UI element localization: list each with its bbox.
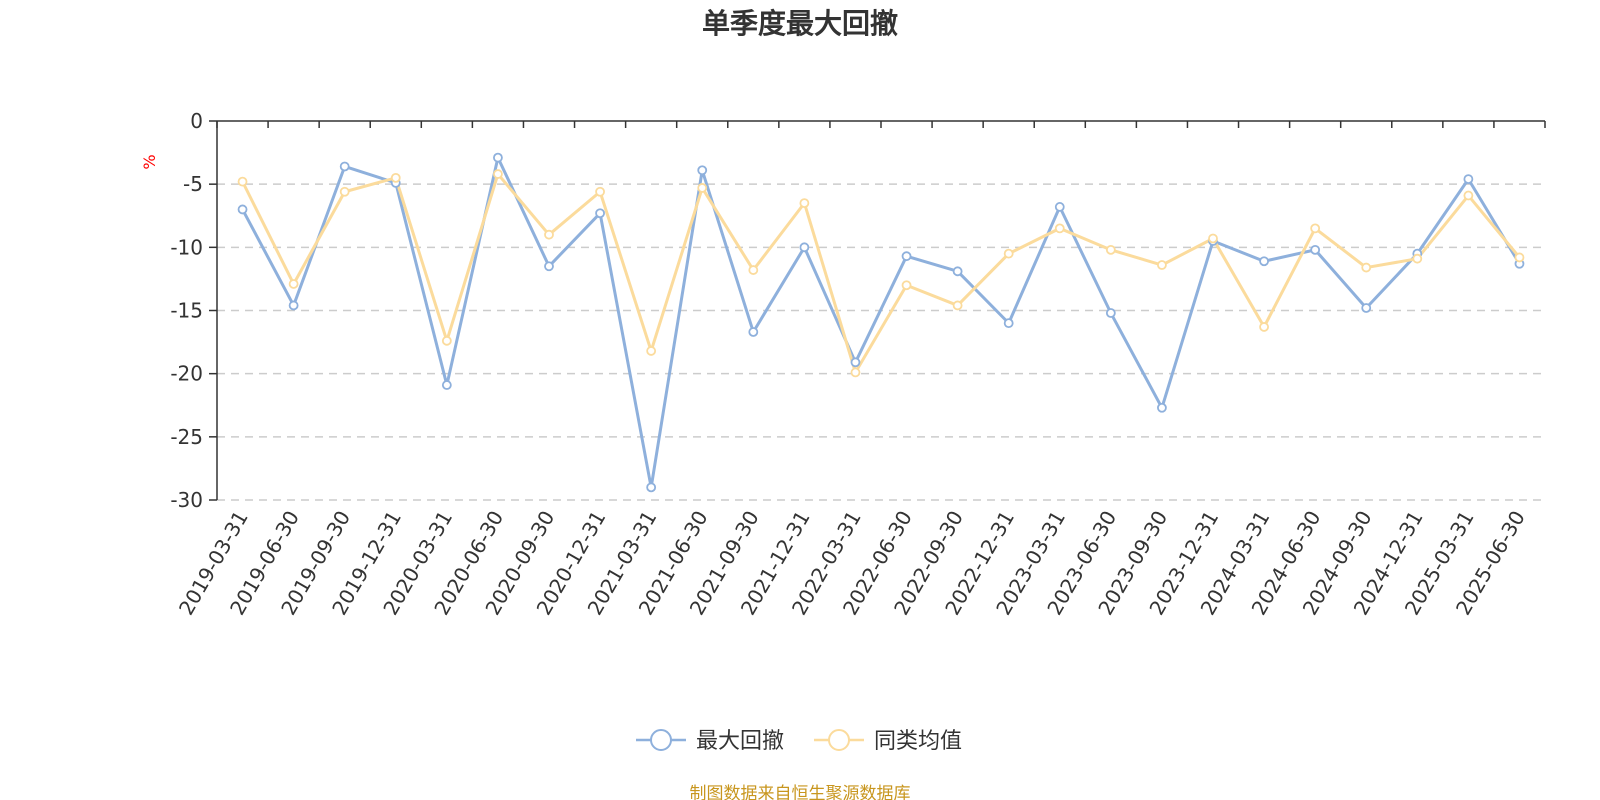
data-point-peer-average [1463,190,1474,201]
data-point-max-drawdown [339,161,350,172]
data-point-peer-average [1361,262,1372,273]
legend: 最大回撤 同类均值 [636,729,962,754]
data-point-peer-average [1514,252,1525,263]
data-point-peer-average [1157,260,1167,270]
grid-lines [217,183,1545,501]
series-line-peer-average [241,172,1521,374]
legend-label-max-drawdown: 最大回撤 [696,729,784,754]
data-point-max-drawdown [237,204,248,215]
data-point-max-drawdown [1463,174,1474,185]
data-point-max-drawdown [288,300,299,311]
data-series [237,152,1525,493]
data-point-max-drawdown [697,165,708,176]
data-point-max-drawdown [952,266,963,277]
legend-item-max-drawdown[interactable]: 最大回撤 [636,729,784,754]
legend-marker-max-drawdown [650,729,672,751]
data-point-peer-average [697,183,708,193]
data-point-max-drawdown [1003,318,1014,329]
data-point-max-drawdown [595,208,605,219]
y-tick-labels: 0 -5 -10 -15 -20 -25 -30 [170,109,203,512]
data-point-peer-average [799,198,810,209]
data-point-peer-average [1208,233,1218,244]
data-point-peer-average [595,186,605,197]
y-tick-label: -5 [183,172,203,196]
data-point-peer-average [493,169,503,179]
data-point-peer-average [237,176,248,187]
y-tick-label: -25 [170,425,203,449]
legend-marker-peer-average [828,729,850,751]
x-tick-labels: 2019-03-312019-06-302019-09-302019-12-31… [174,507,1530,620]
data-point-peer-average [1259,322,1269,332]
series-line-max-drawdown [241,156,1521,489]
data-point-peer-average [1105,244,1116,255]
chart-title: 单季度最大回撤 [702,7,898,40]
data-point-peer-average [1412,253,1423,264]
data-point-peer-average [1003,248,1014,259]
data-point-peer-average [544,229,554,240]
data-point-max-drawdown [493,152,503,163]
y-tick-label: -20 [170,362,203,386]
y-tick-label: -15 [170,299,203,323]
data-point-peer-average [646,346,657,356]
legend-item-peer-average[interactable]: 同类均值 [814,729,962,754]
data-point-peer-average [288,279,299,289]
data-point-max-drawdown [441,380,452,390]
data-point-peer-average [748,265,759,275]
data-point-max-drawdown [1310,244,1321,255]
data-point-max-drawdown [850,357,861,368]
data-point-max-drawdown [799,242,810,253]
y-tick-label: -30 [170,488,203,512]
data-point-peer-average [850,367,861,378]
y-axis-unit-label: % [140,154,159,169]
data-point-peer-average [390,172,401,183]
data-point-max-drawdown [1361,303,1372,313]
data-point-max-drawdown [544,261,554,272]
data-point-max-drawdown [1157,402,1167,413]
data-point-peer-average [1054,223,1065,234]
data-point-peer-average [952,300,963,311]
data-source-note: 制图数据来自恒生聚源数据库 [690,784,911,800]
y-tick-label: -10 [170,235,203,259]
data-point-max-drawdown [1259,256,1269,267]
data-point-peer-average [441,335,452,346]
axes [209,120,1546,501]
data-point-max-drawdown [1054,202,1065,212]
data-point-max-drawdown [901,251,912,262]
data-point-peer-average [1310,223,1321,234]
data-point-peer-average [901,280,912,291]
data-point-max-drawdown [748,327,759,337]
y-tick-label: 0 [190,109,203,133]
data-point-max-drawdown [1105,308,1116,318]
data-point-peer-average [339,186,350,197]
data-point-max-drawdown [646,482,657,493]
legend-label-peer-average: 同类均值 [874,729,962,754]
